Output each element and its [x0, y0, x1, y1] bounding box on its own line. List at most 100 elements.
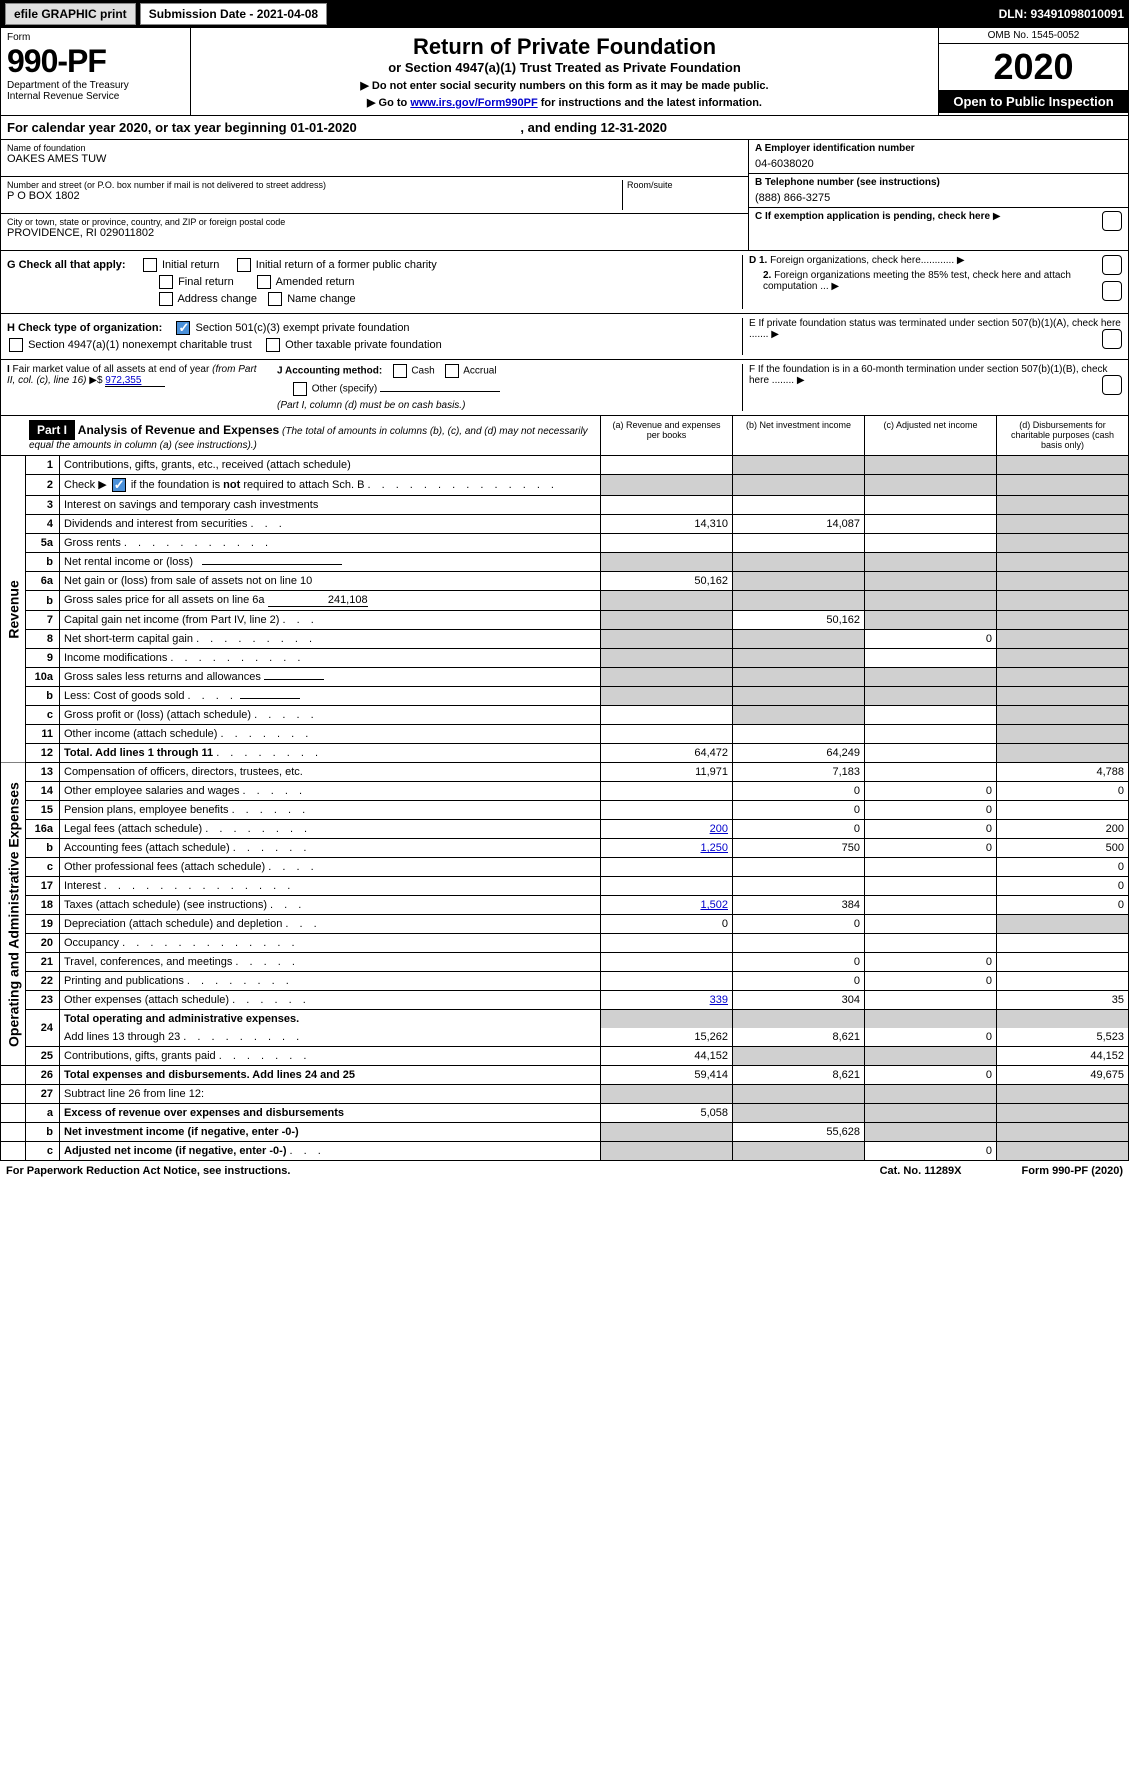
cb-d2[interactable]	[1102, 281, 1122, 301]
fmv-value[interactable]: 972,355	[105, 375, 165, 387]
phone-row: B Telephone number (see instructions) (8…	[749, 174, 1128, 208]
row-3: 3Interest on savings and temporary cash …	[1, 496, 1129, 515]
row-8: 8Net short-term capital gain . . . . . .…	[1, 630, 1129, 649]
cb-initial-former[interactable]	[237, 258, 251, 272]
name-change: Name change	[287, 293, 356, 305]
cal-year-mid: , and ending 12-31-2020	[520, 120, 667, 135]
addr-label: Number and street (or P.O. box number if…	[7, 180, 622, 190]
c-label: C If exemption application is pending, c…	[755, 211, 990, 222]
cb-final[interactable]	[159, 275, 173, 289]
j-cash: Cash	[411, 366, 434, 377]
row-24b: Add lines 13 through 23 . . . . . . . . …	[1, 1028, 1129, 1047]
row-6b: bGross sales price for all assets on lin…	[1, 591, 1129, 611]
cb-other[interactable]	[293, 382, 307, 396]
form-number: 990-PF	[7, 43, 184, 80]
cb-e[interactable]	[1102, 329, 1122, 349]
final-return: Final return	[178, 276, 234, 288]
form-number-box: Form 990-PF Department of the Treasury I…	[1, 28, 191, 115]
form-label: Form	[7, 32, 184, 43]
d1-row: D 1. D 1. Foreign organizations, check h…	[749, 255, 1122, 266]
cb-schb[interactable]	[112, 478, 126, 492]
form-link[interactable]: www.irs.gov/Form990PF	[410, 97, 537, 109]
j-other: Other (specify)	[312, 384, 378, 395]
check-section-h: H Check type of organization: Section 50…	[0, 314, 1129, 360]
col-a-head: (a) Revenue and expenses per books	[600, 416, 732, 455]
amended-return: Amended return	[276, 276, 355, 288]
row-18: 18Taxes (attach schedule) (see instructi…	[1, 896, 1129, 915]
title-note-1: ▶ Do not enter social security numbers o…	[197, 79, 932, 92]
cal-year-pre: For calendar year 2020, or tax year begi…	[7, 120, 357, 135]
info-grid: Name of foundation OAKES AMES TUW Number…	[0, 140, 1129, 251]
form-header: Form 990-PF Department of the Treasury I…	[0, 28, 1129, 116]
initial-return: Initial return	[162, 259, 219, 271]
side-expenses: Operating and Administrative Expenses	[1, 763, 26, 1066]
foundation-name-row: Name of foundation OAKES AMES TUW	[1, 140, 748, 177]
side-revenue: Revenue	[1, 456, 26, 763]
j-accrual: Accrual	[463, 366, 496, 377]
j-note: (Part I, column (d) must be on cash basi…	[277, 400, 742, 411]
h2: Section 4947(a)(1) nonexempt charitable …	[28, 339, 252, 351]
row-14: 14Other employee salaries and wages . . …	[1, 782, 1129, 801]
row-10a: 10aGross sales less returns and allowanc…	[1, 668, 1129, 687]
d2-row: 2. Foreign organizations meeting the 85%…	[749, 270, 1122, 292]
row-10c: cGross profit or (loss) (attach schedule…	[1, 706, 1129, 725]
row-16b: bAccounting fees (attach schedule) . . .…	[1, 839, 1129, 858]
h-label: H Check type of organization:	[7, 322, 162, 334]
row-27a: aExcess of revenue over expenses and dis…	[1, 1104, 1129, 1123]
row-15: 15Pension plans, employee benefits . . .…	[1, 801, 1129, 820]
header-bar: efile GRAPHIC print Submission Date - 20…	[0, 0, 1129, 28]
row-27b: bNet investment income (if negative, ent…	[1, 1123, 1129, 1142]
row-5a: 5aGross rents . . . . . . . . . . .	[1, 534, 1129, 553]
cb-accrual[interactable]	[445, 364, 459, 378]
dept-irs: Internal Revenue Service	[7, 91, 184, 102]
row-12: 12Total. Add lines 1 through 11 . . . . …	[1, 744, 1129, 763]
row-27: 27Subtract line 26 from line 12:	[1, 1085, 1129, 1104]
omb-number: OMB No. 1545-0052	[939, 28, 1128, 44]
title-note-2: ▶ Go to www.irs.gov/Form990PF for instru…	[197, 96, 932, 109]
row-23: 23Other expenses (attach schedule) . . .…	[1, 991, 1129, 1010]
title-box: Return of Private Foundation or Section …	[191, 28, 938, 115]
part1-header-row: Part I Analysis of Revenue and Expenses …	[0, 416, 1129, 456]
row-27c: cAdjusted net income (if negative, enter…	[1, 1142, 1129, 1161]
j-label: J Accounting method:	[277, 366, 382, 377]
city-row: City or town, state or province, country…	[1, 214, 748, 250]
exemption-row: C If exemption application is pending, c…	[749, 208, 1128, 225]
checkbox-c[interactable]	[1102, 211, 1122, 231]
row-20: 20Occupancy . . . . . . . . . . . . .	[1, 934, 1129, 953]
room-label: Room/suite	[627, 180, 742, 190]
note2-post: for instructions and the latest informat…	[538, 97, 762, 109]
tax-year: 2020	[939, 44, 1128, 90]
main-table: Revenue1Contributions, gifts, grants, et…	[0, 456, 1129, 1161]
phone: (888) 866-3275	[755, 192, 1122, 204]
row-24: 24Total operating and administrative exp…	[1, 1010, 1129, 1029]
col-d-head: (d) Disbursements for charitable purpose…	[996, 416, 1128, 455]
check-section-ij: I Fair market value of all assets at end…	[0, 360, 1129, 416]
row-10b: bLess: Cost of goods sold . . . .	[1, 687, 1129, 706]
year-box: OMB No. 1545-0052 2020 Open to Public In…	[938, 28, 1128, 115]
phone-label: B Telephone number (see instructions)	[755, 177, 1122, 188]
efile-button[interactable]: efile GRAPHIC print	[5, 3, 136, 25]
cb-addr-change[interactable]	[159, 292, 173, 306]
cb-cash[interactable]	[393, 364, 407, 378]
address-row: Number and street (or P.O. box number if…	[1, 177, 748, 214]
cb-501c3[interactable]	[176, 321, 190, 335]
cb-4947[interactable]	[9, 338, 23, 352]
cb-d1[interactable]	[1102, 255, 1122, 275]
dept-treasury: Department of the Treasury	[7, 80, 184, 91]
h3: Other taxable private foundation	[285, 339, 442, 351]
g-label: G Check all that apply:	[7, 259, 126, 271]
e-row: E If private foundation status was termi…	[749, 318, 1122, 340]
cb-other-tax[interactable]	[266, 338, 280, 352]
ein-row: A Employer identification number 04-6038…	[749, 140, 1128, 174]
name-label: Name of foundation	[7, 143, 742, 153]
cb-f[interactable]	[1102, 375, 1122, 395]
row-19: 19Depreciation (attach schedule) and dep…	[1, 915, 1129, 934]
col-b-head: (b) Net investment income	[732, 416, 864, 455]
row-5b: bNet rental income or (loss)	[1, 553, 1129, 572]
cb-initial[interactable]	[143, 258, 157, 272]
row-7: 7Capital gain net income (from Part IV, …	[1, 611, 1129, 630]
cb-amended[interactable]	[257, 275, 271, 289]
cb-name-change[interactable]	[268, 292, 282, 306]
row-16c: cOther professional fees (attach schedul…	[1, 858, 1129, 877]
f-row: F If the foundation is in a 60-month ter…	[749, 364, 1122, 386]
